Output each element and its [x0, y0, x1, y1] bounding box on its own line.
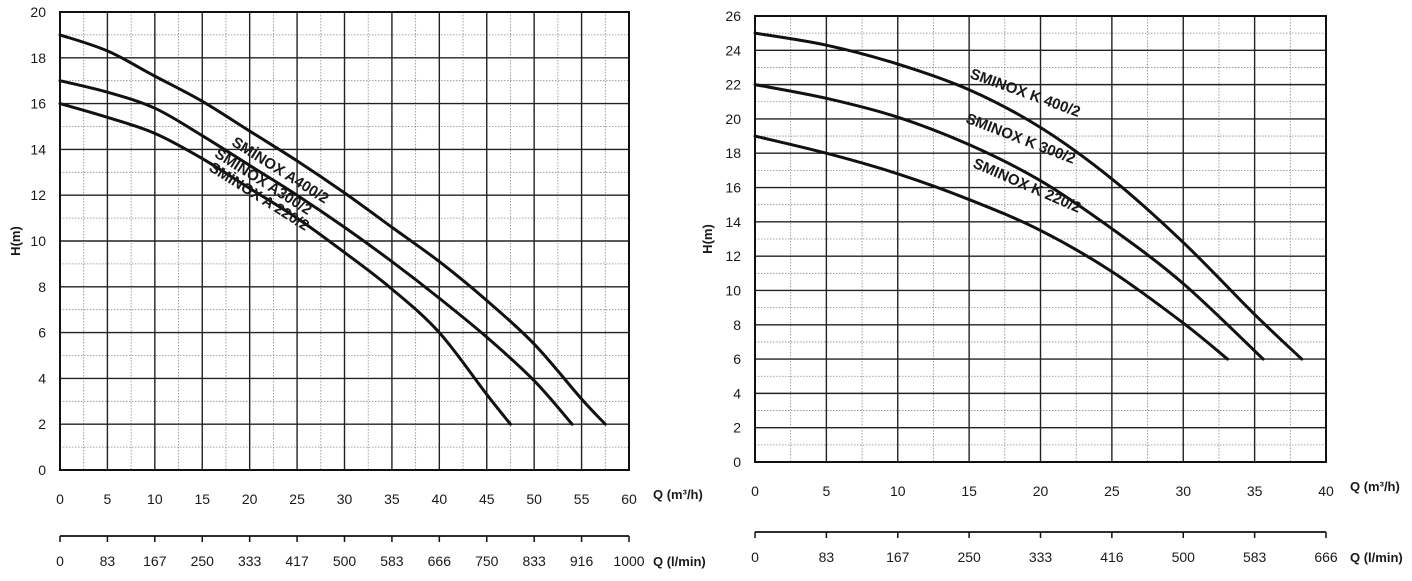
series-label-1: SMINOX K 400/2 [968, 66, 1083, 121]
y-tick-label: 18 [725, 145, 741, 161]
x-tick-label: 45 [479, 491, 495, 507]
x-axis-title: Q (m³/h) [653, 487, 703, 502]
x-tick-label: 30 [337, 491, 353, 507]
secondary-tick-label: 333 [1029, 549, 1053, 565]
y-tick-label: 6 [38, 325, 46, 341]
y-tick-label: 2 [733, 420, 741, 436]
secondary-tick-label: 83 [100, 553, 116, 569]
series-line-1 [58, 33, 607, 426]
secondary-tick-label: 167 [886, 549, 910, 565]
x-tick-label: 35 [1247, 483, 1263, 499]
secondary-tick-label: 916 [570, 553, 594, 569]
x-tick-label: 50 [526, 491, 542, 507]
y-tick-label: 6 [733, 351, 741, 367]
x-tick-label: 0 [751, 483, 759, 499]
secondary-tick-label: 750 [475, 553, 499, 569]
grid [59, 11, 630, 471]
x-tick-label: 25 [1104, 483, 1120, 499]
y-tick-label: 16 [30, 96, 46, 112]
series-line-3 [58, 102, 512, 426]
y-tick-label: 0 [38, 462, 46, 478]
x-tick-label: 15 [194, 491, 210, 507]
x-tick-label: 55 [574, 491, 590, 507]
x-tick-label: 40 [432, 491, 448, 507]
y-tick-label: 22 [725, 77, 741, 93]
y-tick-label: 14 [30, 141, 46, 157]
x-tick-label: 10 [890, 483, 906, 499]
x-tick-label: 25 [289, 491, 305, 507]
secondary-tick-label: 250 [191, 553, 215, 569]
series-line-1 [753, 31, 1304, 361]
y-tick-label: 18 [30, 50, 46, 66]
secondary-tick-label: 167 [143, 553, 167, 569]
secondary-tick-label: 500 [333, 553, 357, 569]
secondary-tick-label: 500 [1172, 549, 1196, 565]
secondary-tick-label: 416 [1100, 549, 1124, 565]
x-tick-label: 15 [961, 483, 977, 499]
secondary-tick-label: 833 [522, 553, 546, 569]
x-tick-label: 20 [242, 491, 258, 507]
y-tick-label: 12 [725, 248, 741, 264]
x-tick-label: 30 [1175, 483, 1191, 499]
x-axis-title: Q (m³/h) [1350, 479, 1400, 494]
secondary-tick-label: 1000 [613, 553, 644, 569]
y-tick-label: 4 [733, 385, 741, 401]
y-tick-label: 24 [725, 42, 741, 58]
chart-1: 0 2 4 6 8 10 12 14 16 18 20 0 5 10 15 20 25 30 35 40 45 50 55 6… [8, 4, 706, 569]
y-tick-label: 20 [725, 111, 741, 127]
secondary-tick-label: 0 [751, 549, 759, 565]
x-tick-label: 60 [621, 491, 637, 507]
y-tick-label: 10 [30, 233, 46, 249]
x-tick-label: 40 [1318, 483, 1334, 499]
plot-frame [59, 11, 630, 471]
x-tick-label: 5 [104, 491, 112, 507]
x-tick-label: 5 [822, 483, 830, 499]
secondary-tick-label: 583 [380, 553, 404, 569]
y-tick-label: 4 [38, 370, 46, 386]
y-tick-label: 8 [733, 317, 741, 333]
x-tick-label: 10 [147, 491, 163, 507]
secondary-tick-label: 666 [428, 553, 452, 569]
grid [754, 15, 1327, 463]
secondary-axis-title: Q (l/min) [653, 554, 706, 569]
secondary-tick-label: 250 [957, 549, 981, 565]
y-tick-label: 0 [733, 454, 741, 470]
x-tick-label: 35 [384, 491, 400, 507]
y-tick-label: 10 [725, 282, 741, 298]
plot-frame [754, 15, 1327, 463]
secondary-tick-label: 333 [238, 553, 262, 569]
secondary-tick-label: 0 [56, 553, 64, 569]
x-tick-label: 20 [1033, 483, 1049, 499]
series-line-2 [753, 83, 1265, 361]
secondary-axis-title: Q (l/min) [1350, 550, 1403, 565]
series-line-3 [753, 134, 1229, 361]
y-tick-label: 12 [30, 187, 46, 203]
y-tick-label: 2 [38, 416, 46, 432]
y-axis-title: H(m) [8, 226, 23, 256]
secondary-tick-label: 83 [819, 549, 835, 565]
series-line-2 [58, 79, 574, 426]
y-tick-label: 16 [725, 180, 741, 196]
x-tick-label: 0 [56, 491, 64, 507]
secondary-tick-label: 666 [1314, 549, 1338, 565]
secondary-tick-label: 583 [1243, 549, 1267, 565]
y-axis-title: H(m) [700, 224, 715, 254]
y-tick-label: 14 [725, 214, 741, 230]
secondary-tick-label: 417 [285, 553, 309, 569]
y-tick-label: 20 [30, 4, 46, 20]
y-tick-label: 8 [38, 279, 46, 295]
y-tick-label: 26 [725, 8, 741, 24]
